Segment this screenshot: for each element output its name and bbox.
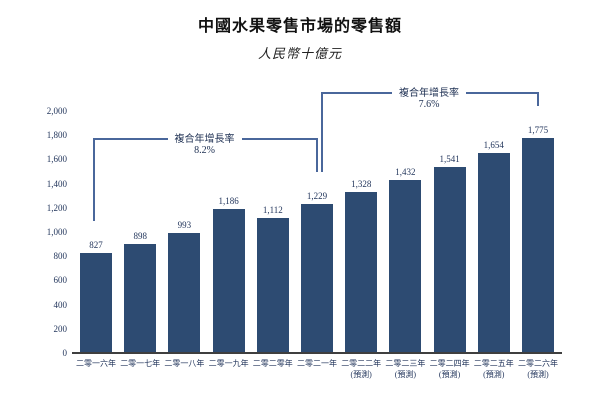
bar-value-label: 1,775 — [527, 125, 549, 136]
bar — [522, 138, 554, 353]
bar — [433, 166, 466, 353]
x-axis-label-year: 二零二六年 — [518, 359, 558, 368]
x-axis-label-year: 二零一六年 — [76, 359, 116, 368]
cagr-bracket-right-tick — [316, 138, 318, 173]
x-axis-label: 二零二五年 (預測) — [474, 358, 514, 380]
bar-value-label: 1,186 — [218, 196, 239, 207]
bar-value-label: 1,328 — [351, 179, 372, 190]
x-axis-label-year: 二零一七年 — [120, 359, 161, 368]
cagr-bracket-left-tick — [321, 92, 323, 173]
y-axis-tick-label: 1,200 — [46, 202, 67, 213]
bar-value-label: 1,112 — [262, 205, 283, 216]
y-axis-tick-label: 600 — [53, 275, 68, 286]
x-axis-label: 二零一九年 — [209, 358, 249, 369]
cagr-bracket-right-tick — [537, 92, 539, 107]
x-axis-label: 二零二零年 — [253, 358, 293, 369]
x-axis-label-year: 二零二五年 — [473, 359, 514, 368]
x-axis-label-year: 二零二二年 — [341, 359, 382, 368]
x-axis-label-year: 二零二零年 — [252, 359, 293, 368]
chart-title: 中國水果零售市場的零售額 — [197, 18, 402, 35]
y-axis-tick-label: 1,000 — [46, 227, 67, 237]
x-axis-label-year: 二零二四年 — [429, 359, 470, 368]
x-axis-label-year: 二零二三年 — [385, 359, 426, 368]
x-axis-label-forecast: (預測) — [350, 370, 372, 379]
y-axis-tick-label: 1,600 — [46, 154, 67, 165]
bar — [168, 232, 201, 353]
bar-value-label: 1,654 — [483, 139, 504, 150]
bar — [80, 252, 112, 353]
bar-value-label: 993 — [177, 219, 192, 230]
bar-value-label: 898 — [133, 231, 147, 242]
cagr-label: 複合年增長率 — [392, 83, 466, 99]
cagr-bracket-left-tick — [93, 138, 95, 221]
y-axis-tick-label: 0 — [62, 348, 68, 358]
bar-value-label: 1,432 — [395, 166, 416, 177]
x-axis-label-year: 二零一八年 — [164, 359, 205, 368]
x-axis-label-forecast: (預測) — [438, 370, 461, 379]
y-axis-tick-label: 2,000 — [46, 106, 67, 116]
x-axis-label: 二零一七年 — [120, 358, 160, 369]
x-axis-label: 二零二四年 (預測) — [430, 358, 470, 380]
y-axis-tick-label: 400 — [53, 299, 68, 310]
cagr-value: 8.2% — [194, 145, 215, 156]
x-axis-label: 二零一六年 — [76, 358, 116, 369]
x-axis-label-forecast: (預測) — [394, 370, 417, 379]
x-axis-line — [72, 352, 562, 354]
bar — [477, 152, 510, 353]
x-axis-label-year: 二零一九年 — [208, 359, 249, 368]
x-axis-label-forecast: (預測) — [483, 370, 505, 379]
x-axis-label-forecast: (預測) — [527, 370, 549, 379]
bar — [212, 209, 245, 353]
x-axis-label-year: 二零二一年 — [297, 359, 337, 368]
bar — [124, 244, 157, 353]
bar — [389, 179, 422, 353]
x-axis-label: 二零一八年 — [164, 358, 204, 369]
y-axis-tick-label: 800 — [53, 251, 68, 262]
bar-value-label: 827 — [89, 239, 103, 250]
bar — [301, 204, 333, 353]
x-axis-label: 二零二六年 (預測) — [518, 358, 558, 380]
y-axis-tick-label: 200 — [53, 323, 68, 334]
chart-subtitle: 人民幣十億元 — [257, 46, 342, 61]
bar — [256, 218, 289, 353]
x-axis-label: 二零二一年 — [297, 358, 337, 369]
bar — [345, 192, 378, 353]
bar-value-label: 1,229 — [306, 191, 328, 202]
x-axis-label: 二零二二年 (預測) — [341, 358, 381, 380]
cagr-value: 7.6% — [418, 99, 440, 110]
y-axis-tick-label: 1,800 — [46, 130, 67, 141]
cagr-label: 複合年增長率 — [167, 129, 242, 145]
bar-value-label: 1,541 — [439, 153, 460, 164]
x-axis-label: 二零二三年 (預測) — [385, 358, 425, 380]
y-axis-tick-label: 1,400 — [46, 178, 67, 189]
